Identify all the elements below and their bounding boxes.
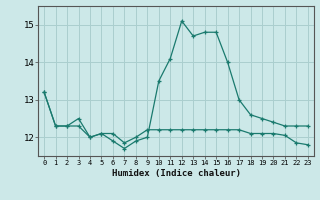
X-axis label: Humidex (Indice chaleur): Humidex (Indice chaleur) <box>111 169 241 178</box>
